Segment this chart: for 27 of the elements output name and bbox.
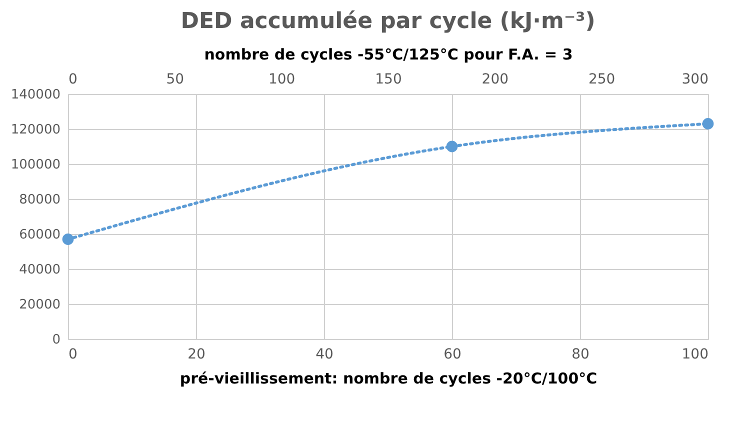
x2-tick-label: 50 bbox=[166, 72, 184, 88]
y-tick-label: 140000 bbox=[10, 88, 60, 102]
x-tick-label: 60 bbox=[444, 346, 462, 362]
x2-tick-label: 300 bbox=[682, 72, 708, 88]
x2-tick-label: 250 bbox=[588, 72, 616, 88]
point bbox=[702, 118, 714, 130]
x2-tick-label: 100 bbox=[268, 72, 296, 88]
y-tick-label: 20000 bbox=[19, 298, 60, 312]
y-tick-label: 40000 bbox=[19, 262, 60, 278]
x-tick-label: 20 bbox=[188, 346, 206, 362]
y-tick-label: 0 bbox=[52, 332, 60, 348]
x2-tick-label: 150 bbox=[375, 72, 402, 88]
x-tick-label: 0 bbox=[68, 346, 78, 362]
y-tick-label: 120000 bbox=[10, 122, 60, 138]
y-tick-label: 80000 bbox=[19, 192, 60, 208]
x2-axis-title: nombre de cycles -55°C/125°C pour F.A. = 3 bbox=[204, 46, 573, 64]
x-tick-label: 100 bbox=[682, 346, 708, 362]
x-tick-label: 40 bbox=[316, 346, 334, 362]
point bbox=[62, 234, 74, 245]
x2-tick-label: 200 bbox=[482, 72, 509, 88]
y-tick-label: 60000 bbox=[19, 228, 60, 242]
x-tick-label: 80 bbox=[572, 346, 590, 362]
y-tick-label: 100000 bbox=[10, 158, 60, 172]
point bbox=[446, 140, 458, 152]
x2-tick-label: 0 bbox=[68, 72, 78, 88]
x-axis-title: pré-vieillissement: nombre de cycles -20°C/100°C bbox=[180, 370, 598, 388]
chart-title: DED accumulée par cycle (kJ·m⁻³) bbox=[180, 9, 596, 34]
